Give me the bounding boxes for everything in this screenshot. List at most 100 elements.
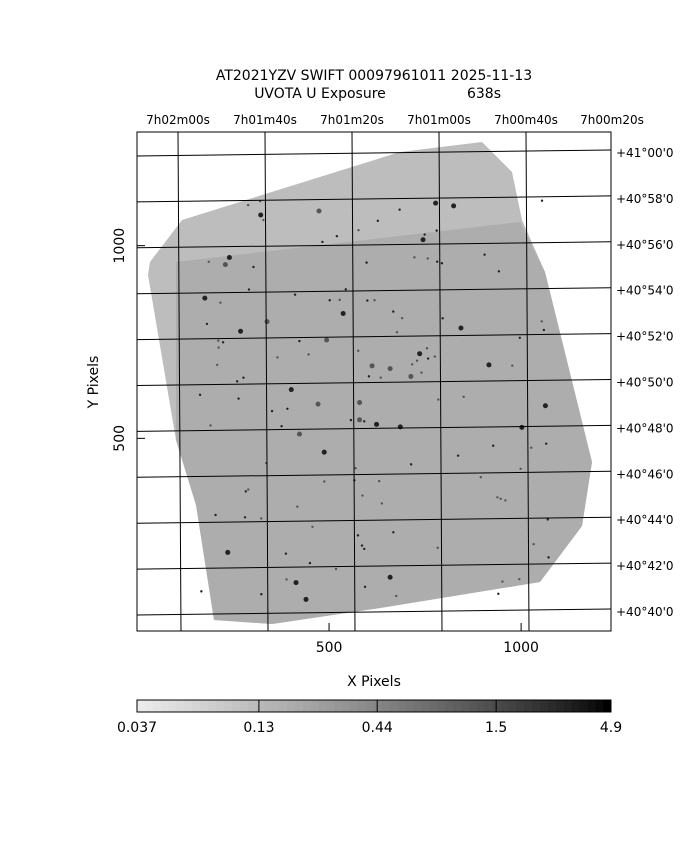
colorbar-swatch xyxy=(176,700,185,712)
colorbar-swatch xyxy=(271,700,280,712)
ra-label: 7h01m20s xyxy=(320,113,384,127)
star xyxy=(202,295,208,301)
dec-grid-line xyxy=(136,608,612,616)
star xyxy=(243,516,247,519)
star xyxy=(276,356,279,359)
colorbar-swatch xyxy=(453,700,462,712)
colorbar-swatch xyxy=(516,700,525,712)
star xyxy=(360,544,364,547)
star xyxy=(542,328,546,332)
ra-grid-line xyxy=(177,131,182,632)
star xyxy=(217,346,220,349)
ra-grid-line xyxy=(264,131,269,632)
star xyxy=(262,218,265,222)
colorbar-swatch xyxy=(152,700,162,712)
star xyxy=(518,577,521,581)
star xyxy=(387,366,393,372)
colorbar-swatch xyxy=(508,700,517,712)
star xyxy=(226,255,232,261)
star xyxy=(323,480,326,483)
star xyxy=(219,301,222,304)
star xyxy=(222,262,228,268)
star xyxy=(357,349,360,353)
star xyxy=(377,479,381,483)
star xyxy=(356,534,360,537)
colorbar-swatch xyxy=(445,700,454,712)
star xyxy=(435,260,439,263)
star xyxy=(354,467,357,470)
star xyxy=(285,578,288,581)
dec-grid-line xyxy=(136,149,612,157)
star xyxy=(542,403,548,409)
star xyxy=(519,467,522,470)
star xyxy=(296,431,302,437)
star xyxy=(441,317,444,320)
star xyxy=(237,397,240,400)
colorbar-swatch xyxy=(223,700,233,712)
dec-label: +40°54'0 xyxy=(616,284,674,298)
star xyxy=(392,531,395,534)
dec-grid-line xyxy=(136,241,612,249)
star xyxy=(293,580,299,586)
star xyxy=(497,270,501,273)
star xyxy=(518,336,521,339)
star xyxy=(303,596,309,602)
star xyxy=(252,265,255,269)
star xyxy=(373,299,376,302)
star xyxy=(288,387,294,393)
dec-label: +40°40'0 xyxy=(616,605,674,619)
star xyxy=(349,418,353,422)
star xyxy=(497,592,500,595)
chart-subtitle: UVOTA U Exposure xyxy=(254,86,386,102)
colorbar-swatch xyxy=(429,700,438,712)
star xyxy=(311,525,314,528)
ra-grid-line xyxy=(525,131,530,632)
chart-title: AT2021YZV SWIFT 00097961011 2025-11-13 xyxy=(216,68,532,84)
star xyxy=(315,401,321,407)
star xyxy=(215,363,219,367)
star xyxy=(244,490,248,493)
star xyxy=(486,362,492,368)
colorbar-swatch xyxy=(318,700,328,712)
dec-label: +40°52'0 xyxy=(616,330,674,344)
colorbar-swatch xyxy=(192,700,201,712)
star xyxy=(420,237,426,243)
star xyxy=(400,316,404,320)
star xyxy=(200,590,203,593)
star xyxy=(413,256,416,259)
star xyxy=(284,552,288,555)
dec-label: +40°58'0 xyxy=(616,192,674,206)
star xyxy=(530,446,533,449)
star xyxy=(376,219,380,223)
star xyxy=(492,444,495,447)
star xyxy=(420,371,423,374)
colorbar-swatch xyxy=(555,700,565,712)
colorbar-swatch xyxy=(389,700,399,712)
star xyxy=(308,561,312,565)
star xyxy=(433,355,437,358)
colorbar-swatch xyxy=(263,700,272,712)
star xyxy=(344,288,347,291)
dec-grid-line xyxy=(136,195,612,203)
star xyxy=(361,494,364,497)
dec-grid-line xyxy=(136,516,612,524)
star xyxy=(436,546,439,550)
star xyxy=(408,373,414,379)
colorbar-swatch xyxy=(484,700,493,712)
star xyxy=(437,398,440,401)
star xyxy=(363,585,367,589)
star xyxy=(205,322,209,326)
colorbar-swatch xyxy=(579,700,588,712)
colorbar-swatch xyxy=(231,700,241,712)
star xyxy=(540,199,544,202)
star xyxy=(496,496,499,499)
colorbar-tick-label: 0.44 xyxy=(362,720,393,736)
star xyxy=(440,261,444,265)
star xyxy=(270,409,274,413)
colorbar-swatch xyxy=(539,700,549,712)
colorbar-swatch xyxy=(524,700,533,712)
star xyxy=(198,393,202,397)
star xyxy=(511,364,514,367)
star xyxy=(426,257,429,260)
star xyxy=(395,594,398,598)
